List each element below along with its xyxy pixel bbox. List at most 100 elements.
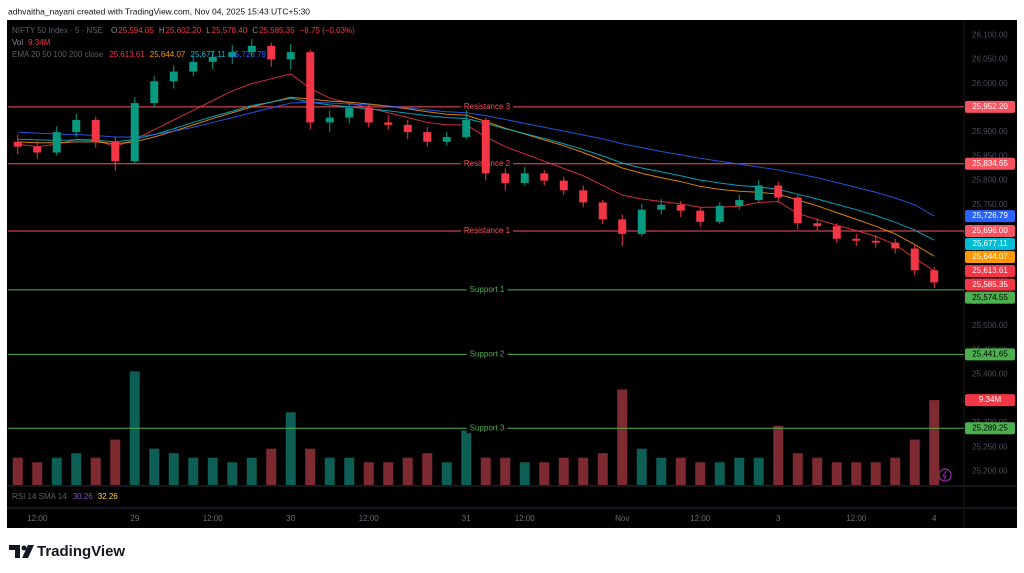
candle-body: [111, 141, 120, 162]
y-tick-label: 25,800.00: [972, 176, 1008, 185]
candle-body: [33, 146, 42, 153]
candle-body: [930, 270, 939, 283]
candle-body: [384, 122, 393, 125]
volume-bar: [149, 448, 160, 485]
volume-bar: [812, 457, 823, 485]
rsi-legend-title: RSI 14 SMA 14: [12, 492, 67, 501]
volume-bar: [383, 462, 394, 485]
y-tick-label: 25,400.00: [972, 370, 1008, 379]
ohlc-value: 25,594.05: [118, 26, 154, 35]
ema-tag-bg: [965, 264, 1015, 277]
candle-body: [598, 202, 607, 220]
x-tick-label: 3: [776, 514, 781, 523]
ema-line: [17, 73, 935, 272]
level-name-bg: [466, 349, 508, 360]
volume-bar: [656, 457, 667, 485]
candle-body: [910, 248, 919, 271]
ohlc-key: L: [206, 26, 211, 35]
candle-body: [442, 136, 451, 142]
level-name: Support 1: [470, 285, 505, 294]
ema-legend-value: 25,677.11: [190, 50, 226, 59]
rsi-legend-value: 32.26: [98, 492, 119, 501]
volume-bar: [539, 462, 550, 485]
last-price-tag-bg: [965, 278, 1015, 291]
candle-body: [637, 209, 646, 234]
volume-tag-bg: [965, 394, 1015, 407]
candle-body: [208, 56, 217, 62]
volume-bar: [344, 457, 355, 485]
ema-legend-value: 25,644.07: [150, 50, 186, 59]
y-tick-label: 25,600.00: [972, 273, 1008, 282]
x-tick-label: Nov: [615, 514, 629, 523]
level-name-bg: [460, 226, 514, 237]
brand-logo: [9, 545, 34, 558]
candle-body: [559, 180, 568, 191]
brand-name: TradingView: [37, 543, 125, 560]
x-tick-label: 12:00: [515, 514, 536, 523]
candle-body: [247, 45, 256, 53]
volume-bar: [753, 457, 764, 485]
ema-tag: 25,644.07: [972, 252, 1008, 261]
ema-tag-bg: [965, 210, 1015, 223]
level-name: Support 2: [470, 349, 505, 358]
level-tag: 25,441.65: [972, 349, 1008, 358]
candle-body: [715, 205, 724, 222]
ohlc-key: H: [159, 26, 165, 35]
volume-bar: [324, 457, 335, 485]
level-tag-bg: [965, 348, 1015, 361]
y-tick-label: 25,250.00: [972, 442, 1008, 451]
volume-bar: [90, 457, 101, 485]
volume-legend-value: 9.34M: [28, 38, 51, 47]
level-name: Support 3: [470, 423, 505, 432]
ema-legend-value: 25,726.79: [230, 50, 266, 59]
ema-tag: 25,726.79: [972, 211, 1008, 220]
volume-bar: [227, 462, 238, 485]
y-tick-label: 25,750.00: [972, 200, 1008, 209]
volume-bar: [266, 448, 277, 485]
volume-bar: [422, 453, 433, 485]
candle-body: [189, 61, 198, 72]
volume-bar: [597, 453, 608, 485]
level-name: Resistance 3: [464, 102, 511, 111]
volume-bar: [12, 457, 23, 485]
candle-body: [618, 219, 627, 234]
y-tick-label: 26,050.00: [972, 55, 1008, 64]
ema-line: [17, 101, 935, 217]
y-tick-label: 25,200.00: [972, 467, 1008, 476]
header: adhvaitha_nayani created with TradingVie…: [8, 6, 310, 16]
level-tag: 25,574.55: [972, 293, 1008, 302]
volume-bar: [695, 462, 706, 485]
volume-bar: [32, 462, 43, 485]
level-name: Resistance 1: [464, 226, 511, 235]
volume-bar: [909, 439, 920, 485]
candle-body: [325, 117, 334, 123]
volume-bar: [246, 457, 257, 485]
volume-bar: [110, 439, 121, 485]
ohlc-value: 25,602.20: [166, 26, 202, 35]
x-tick-label: 29: [130, 514, 139, 523]
candle-body: [228, 52, 237, 57]
candle-body: [150, 81, 159, 104]
last-price-tag: 25,585.35: [972, 280, 1008, 289]
volume-bar: [675, 457, 686, 485]
volume-bar: [831, 462, 842, 485]
volume-bar: [363, 462, 374, 485]
candle-body: [871, 240, 880, 243]
candle-body: [481, 120, 490, 174]
volume-bar: [851, 462, 862, 485]
candle-body: [813, 223, 822, 227]
ema-tag-bg: [965, 251, 1015, 264]
volume-bar: [71, 453, 82, 485]
candle-body: [540, 173, 549, 181]
volume-bar: [441, 462, 452, 485]
level-tag-bg: [965, 157, 1015, 170]
candle-body: [774, 185, 783, 198]
candle-body: [793, 197, 802, 224]
volume-bar: [578, 457, 589, 485]
candle-body: [579, 190, 588, 203]
candle-body: [267, 45, 276, 60]
rsi-legend-value: 30.26: [73, 492, 94, 501]
y-tick-label: 25,850.00: [972, 151, 1008, 160]
candle-body: [735, 199, 744, 206]
volume-bar: [402, 457, 413, 485]
